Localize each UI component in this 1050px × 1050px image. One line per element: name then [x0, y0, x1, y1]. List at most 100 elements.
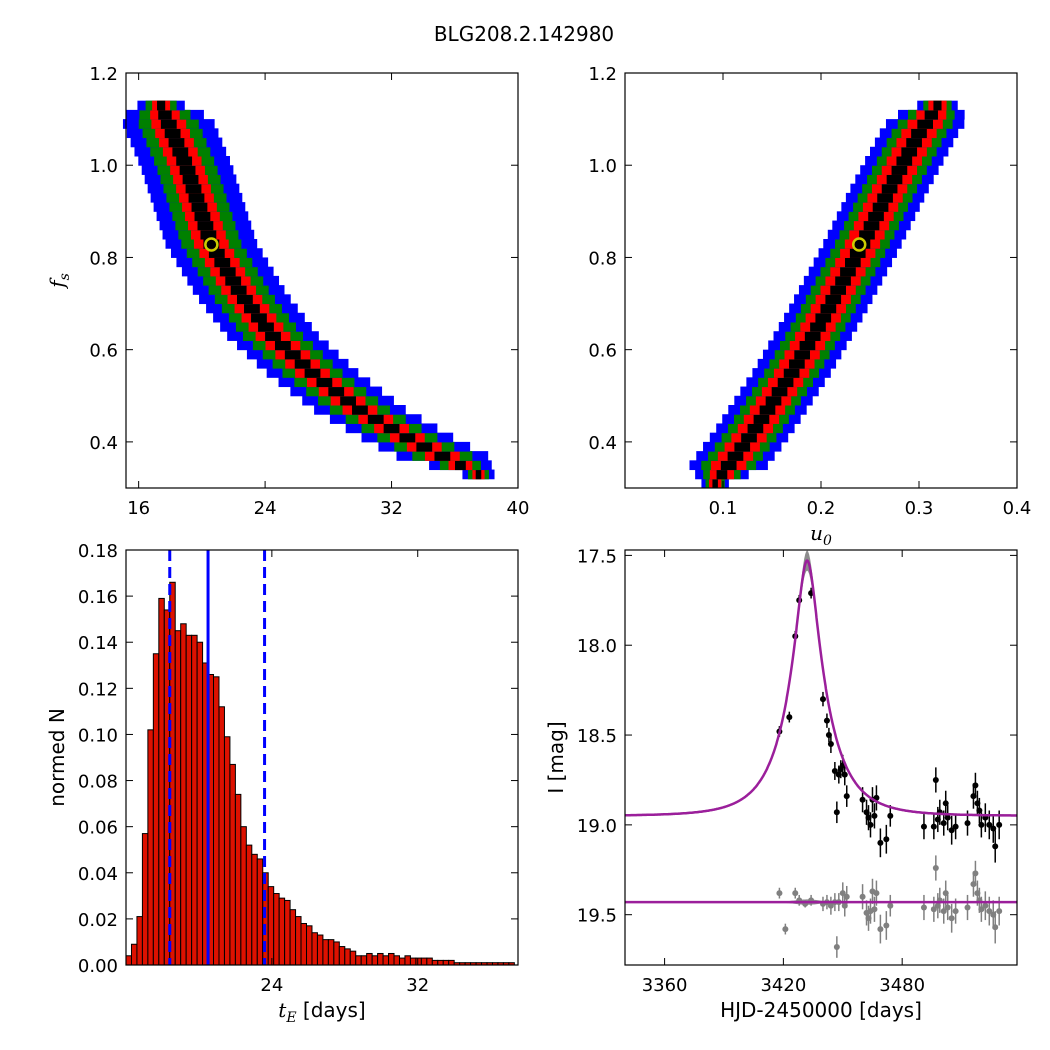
histogram-bar [251, 853, 258, 966]
histogram-bar [267, 886, 275, 966]
data-point [823, 717, 830, 724]
data-point [942, 800, 949, 807]
histogram-bar [360, 955, 368, 966]
density-cell [191, 202, 208, 212]
density-cell [830, 285, 846, 295]
residual-point [944, 904, 951, 911]
histogram-bar [130, 943, 138, 966]
histogram-bar [284, 899, 291, 966]
histogram-bar [229, 763, 236, 966]
histogram-bar [125, 955, 132, 966]
x-tick-label: 24 [254, 498, 277, 519]
histogram-bar [426, 957, 433, 966]
histogram-bar [388, 952, 395, 966]
data-point [940, 820, 947, 827]
data-point [996, 821, 1003, 828]
x-tick-label: 24 [260, 975, 283, 996]
histogram-bar [245, 844, 253, 966]
density-cell [712, 478, 718, 489]
density-cell [835, 275, 851, 286]
density-cell [825, 294, 842, 305]
histogram-bar [327, 939, 335, 966]
data-point [990, 825, 997, 832]
density-cell [434, 451, 451, 461]
histogram-bar [316, 934, 324, 966]
data-point [843, 793, 850, 800]
histogram-bar [338, 946, 346, 966]
y-tick-label: 0.8 [89, 248, 118, 269]
data-point [972, 782, 979, 789]
histogram-bar [213, 676, 220, 966]
density-cell [197, 220, 214, 231]
y-tick-label: 1.0 [588, 156, 617, 177]
density-cell [840, 266, 856, 277]
density-cell [340, 395, 356, 406]
density-cell [872, 202, 889, 212]
y-tick-label: 0.6 [588, 341, 617, 362]
histogram-bar [398, 957, 406, 966]
data-point [786, 714, 793, 721]
y-tick-label: 0.10 [78, 725, 118, 746]
density-cell [727, 451, 744, 461]
density-cell [815, 312, 832, 323]
y-tick-label: 0.02 [78, 910, 118, 931]
y-tick-label: 18.0 [577, 636, 617, 657]
density-cell [182, 174, 199, 185]
density-cell [753, 414, 770, 424]
density-cell [251, 312, 267, 323]
density-cell [845, 257, 861, 268]
residual-point [776, 890, 783, 897]
data-point [964, 820, 971, 827]
histogram-bar [273, 893, 280, 966]
histogram-bar [344, 948, 351, 966]
data-point [877, 839, 884, 846]
density-cell [720, 460, 737, 471]
y-axis-label: I [mag] [544, 721, 568, 793]
fs-vs-tE-panel: 16 24 32 40 0.4 0.6 0.8 1.0 1.2 fs [45, 64, 529, 519]
residual-point [964, 904, 971, 911]
y-tick-label: 0.04 [78, 864, 118, 885]
residual-point [839, 890, 846, 897]
density-cell [399, 432, 416, 443]
y-tick-label: 17.5 [577, 546, 617, 567]
tE-histogram-panel: 24 32 0.00 0.02 0.04 0.06 0.08 0.10 0.12 0.14 0.16… [45, 541, 519, 1026]
density-cell [789, 358, 805, 369]
density-cell [328, 386, 345, 397]
residual-point [859, 893, 866, 900]
histogram-bar [377, 952, 384, 966]
density-cell [783, 368, 800, 378]
residual-point [996, 908, 1003, 915]
density-cell [157, 100, 166, 111]
histogram-bar [371, 955, 379, 966]
figure-title: BLG208.2.142980 [434, 22, 614, 46]
y-tick-label: 1.2 [588, 64, 617, 85]
density-cell [475, 469, 482, 480]
density-cell [304, 368, 321, 378]
histogram-bar [409, 957, 417, 966]
density-cell [716, 469, 728, 480]
histogram-bar [218, 706, 225, 966]
histogram-bar [223, 736, 231, 966]
x-tick-label: 32 [380, 498, 403, 519]
residual-point [942, 890, 949, 897]
density-cell [203, 239, 220, 249]
histogram-bar [382, 955, 390, 966]
density-cell [160, 119, 177, 129]
histogram-bar [415, 957, 422, 966]
density-cell [367, 414, 384, 424]
density-cell [933, 100, 942, 111]
y-tick-label: 1.2 [89, 64, 118, 85]
residual-point [833, 944, 840, 951]
model-uncertainty-band [625, 550, 1017, 817]
residual-point [827, 902, 834, 909]
y-tick-label: 1.0 [89, 156, 118, 177]
density-cell [901, 146, 918, 157]
data-point [831, 767, 838, 774]
residual-point [982, 902, 989, 909]
density-cell [906, 137, 922, 148]
y-tick-label: 0.00 [78, 956, 118, 977]
data-point [944, 814, 951, 821]
histogram-bar [180, 623, 187, 966]
x-axis-label: u0 [810, 521, 832, 549]
